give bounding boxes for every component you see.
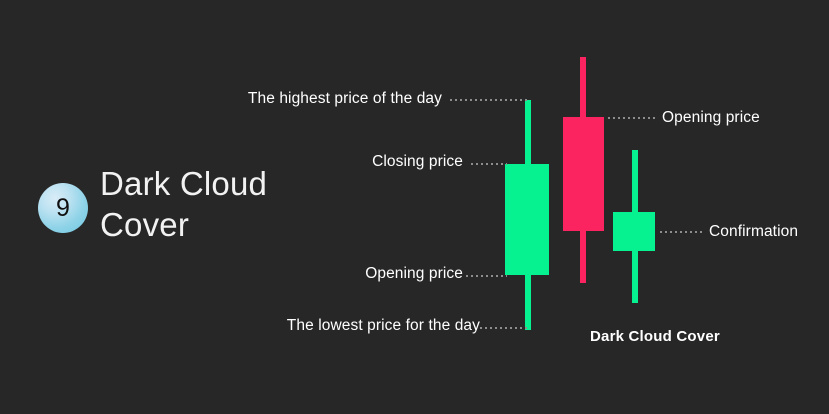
step-number-badge: 9 — [38, 183, 88, 233]
step-number-label: 9 — [56, 193, 70, 222]
label-highest-price: The highest price of the day — [247, 90, 442, 107]
leader-highest-price — [450, 99, 528, 101]
leader-opening-price-left — [466, 275, 507, 277]
label-lowest-price: The lowest price for the day — [286, 317, 480, 334]
label-closing-price: Closing price — [372, 153, 463, 170]
candle-2-body — [563, 117, 604, 231]
candle-1-body — [505, 164, 549, 275]
label-opening-price-right: Opening price — [662, 109, 760, 126]
chart-caption: Dark Cloud Cover — [590, 328, 720, 345]
leader-opening-price-right — [608, 117, 655, 119]
label-confirmation: Confirmation — [709, 223, 799, 240]
leader-confirmation — [660, 231, 704, 233]
leader-closing-price — [471, 163, 507, 165]
leader-lowest-price — [480, 327, 527, 329]
page-title: Dark Cloud Cover — [100, 165, 268, 243]
label-opening-price-left: Opening price — [365, 265, 463, 282]
candle-3-body — [613, 212, 655, 251]
